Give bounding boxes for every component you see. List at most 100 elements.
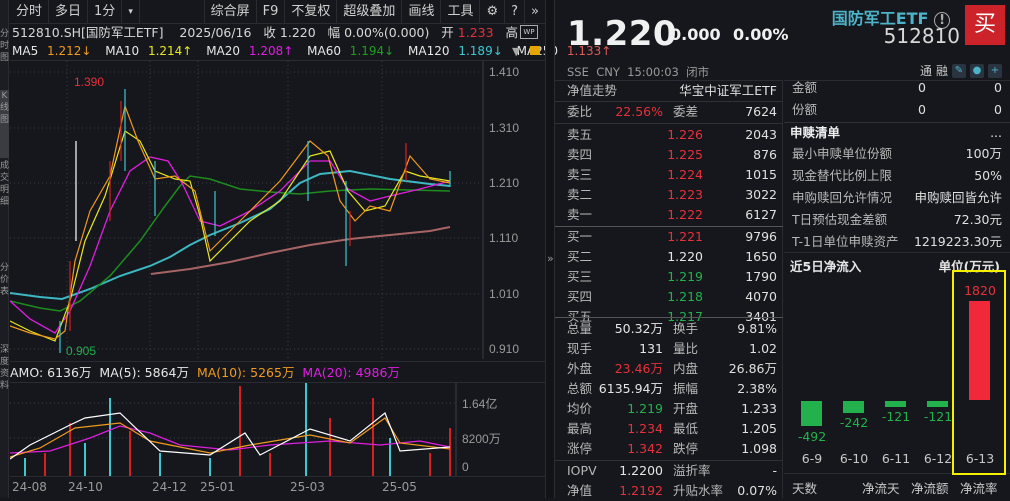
date-axis: 24-08 24-10 24-12 25-01 25-03 25-05 (10, 476, 545, 498)
date-label: 2025/06/16 (179, 25, 252, 40)
redeem-item: 现金替代比例上限 50% (792, 168, 1002, 183)
svg-text:0: 0 (462, 460, 469, 474)
weibi-row: 委比 22.56% 委差 7624 (567, 104, 777, 119)
redeem-item: 最小申赎单位份额 100万 (792, 146, 1002, 161)
flow-bar[interactable] (801, 401, 822, 426)
bid-row[interactable]: 买一 1.221 9796 (567, 229, 777, 244)
tong-button[interactable]: 通 (919, 64, 932, 78)
bid-row[interactable]: 买二 1.220 1650 (567, 249, 777, 264)
svg-text:1.390: 1.390 (74, 75, 104, 89)
collapse-panel-icon[interactable]: » (547, 252, 554, 265)
period-dropdown[interactable]: ▾ (122, 0, 140, 24)
collapse-triangle-icon[interactable]: ▼ (512, 45, 521, 58)
iopv-row: IOPV 1.2200 溢折率 - (567, 463, 777, 478)
bid-row[interactable]: 买三 1.219 1790 (567, 269, 777, 284)
net-flow-panel: 近5日净流入 单位(万元) -492 -242 -121 -121 1820 6… (784, 252, 1010, 498)
svg-text:1.010: 1.010 (489, 287, 519, 301)
panel-splitter[interactable]: » (545, 0, 555, 498)
chart-toolbar: 分时 多日 1分 ▾ 综合屏 F9 不复权 超级叠加 画线 工具 ⚙ ? » (10, 0, 545, 24)
info-icon[interactable]: ! (934, 12, 950, 29)
gear-icon[interactable]: ⚙ (480, 0, 506, 24)
flow-bar[interactable] (885, 401, 906, 407)
flow-tabs: 天数 净流天 净流额 净流率 (784, 473, 1010, 499)
tab-multiday[interactable]: 多日 (49, 0, 89, 24)
volume-chart[interactable]: 1.64亿 8200万 0 (9, 383, 545, 476)
nav-value-row: 净值 1.2192 升贴水率 0.07% (567, 483, 777, 498)
flow-bar[interactable] (969, 301, 990, 400)
svg-text:1.110: 1.110 (489, 231, 518, 245)
quote-tools: 通 融 ✎ ● + (920, 62, 1002, 79)
bell-icon[interactable]: ● (970, 63, 984, 78)
tab-net-rate[interactable]: 净流率 (960, 481, 998, 496)
left-sidebar: 分时图 K线图 成交明细 分价表 深度资料 (0, 0, 9, 498)
stats-row: 现手 131 量比 1.02 (567, 341, 777, 356)
ask-row[interactable]: 卖四 1.225 876 (567, 147, 777, 162)
ask-row[interactable]: 卖一 1.222 6127 (567, 207, 777, 222)
security-code: 512810 (883, 24, 960, 48)
tab-timeshare[interactable]: 分时 (10, 0, 50, 24)
composite-screen-button[interactable]: 综合屏 (205, 0, 257, 24)
tab-net-days[interactable]: 净流天 (862, 481, 900, 496)
wp-icon[interactable]: WP (520, 25, 538, 39)
close-value: 1.220 (279, 25, 316, 40)
highlight-box (952, 270, 1006, 475)
sidebar-tab-depth[interactable]: 深度资料 (0, 345, 9, 391)
stats-row: 最高 1.234 最低 1.205 (567, 421, 777, 436)
svg-text:1.210: 1.210 (489, 176, 519, 190)
stats-row: 涨停 1.342 跌停 1.098 (567, 441, 777, 456)
expand-icon[interactable]: » (531, 3, 539, 19)
sidebar-tab-price-table[interactable]: 分价表 (0, 263, 9, 297)
sidebar-tab-timeshare[interactable]: 分时图 (0, 29, 9, 63)
svg-text:1.410: 1.410 (489, 65, 519, 79)
buy-button[interactable]: 买 (965, 5, 1005, 45)
svg-text:0.910: 0.910 (489, 342, 519, 356)
svg-text:1.64亿: 1.64亿 (462, 396, 497, 411)
sidebar-tab-kline[interactable]: K线图 (0, 90, 9, 158)
open-value: 1.233 (457, 25, 494, 40)
info-line: 512810.SH[国防军工ETF] 2025/06/16 收 1.220 幅 … (12, 25, 519, 40)
svg-text:8200万: 8200万 (462, 432, 501, 446)
etf-info-panel: 金额 0 0 份额 0 0 申赎清单... 最小申赎单位份额 100万 现金替代比例上限 5… (784, 80, 1010, 498)
super-overlay-button[interactable]: 超级叠加 (337, 0, 403, 24)
more-button[interactable]: ... (990, 125, 1002, 140)
plus-icon[interactable]: + (988, 63, 1002, 78)
draw-line-button[interactable]: 画线 (402, 0, 442, 24)
bid-row[interactable]: 买五 1.217 3401 (567, 309, 777, 324)
svg-text:1.310: 1.310 (489, 121, 519, 135)
ask-row[interactable]: 卖五 1.226 2043 (567, 127, 777, 142)
kline-chart[interactable]: 1.390 0.905 1.410 1.310 1.210 1.110 1.01… (9, 60, 545, 359)
market-status: SSE CNY 15:00:03 闭市 (567, 65, 710, 79)
stats-row: 总量 50.32万 换手 9.81% (567, 321, 777, 336)
tools-button[interactable]: 工具 (441, 0, 481, 24)
help-icon[interactable]: ? (505, 0, 526, 24)
range-value: 0.00%(0.000) (344, 25, 430, 40)
sidebar-tab-trades[interactable]: 成交明细 (0, 161, 9, 207)
redeem-list-header: 申赎清单... (784, 123, 1010, 143)
lock-icon[interactable] (530, 46, 540, 55)
no-adjust-button[interactable]: 不复权 (285, 0, 338, 24)
flow-bar[interactable] (843, 401, 864, 413)
rong-button[interactable]: 融 (935, 64, 948, 78)
quote-header: 1.220 0.000 0.00% 国防军工ETF ! 512810 买 SSE… (555, 0, 1010, 82)
ask-row[interactable]: 卖二 1.223 3022 (567, 187, 777, 202)
last-price: 1.220 (567, 14, 678, 54)
pencil-icon[interactable]: ✎ (952, 63, 966, 78)
redeem-item: 申购赎回允许情况 申购赎回皆允许 (792, 190, 1002, 205)
bid-row[interactable]: 买四 1.218 4070 (567, 289, 777, 304)
price-change-pct: 0.00% (733, 25, 789, 44)
f9-button[interactable]: F9 (257, 0, 286, 24)
stats-row: 均价 1.219 开盘 1.233 (567, 401, 777, 416)
share-row: 份额 0 0 (792, 102, 1002, 117)
tab-days[interactable]: 天数 (792, 481, 818, 496)
symbol-label: 512810.SH[国防军工ETF] (12, 25, 164, 40)
nav-row: 净值走势 华宝中证军工ETF (555, 81, 783, 101)
order-book: 净值走势 华宝中证军工ETF 委比 22.56% 委差 7624 卖五 1.226… (555, 80, 783, 498)
flow-bar[interactable] (927, 401, 948, 407)
ask-row[interactable]: 卖三 1.224 1015 (567, 167, 777, 182)
nav-trend-link[interactable]: 净值走势 (567, 83, 618, 98)
redeem-item: T日预估现金差额 72.30元 (792, 212, 1002, 227)
security-name[interactable]: 国防军工ETF ! (832, 5, 950, 29)
price-change: 0.000 (670, 25, 721, 44)
tab-net-amount[interactable]: 净流额 (911, 481, 949, 496)
tab-1min[interactable]: 1分 (88, 0, 123, 24)
